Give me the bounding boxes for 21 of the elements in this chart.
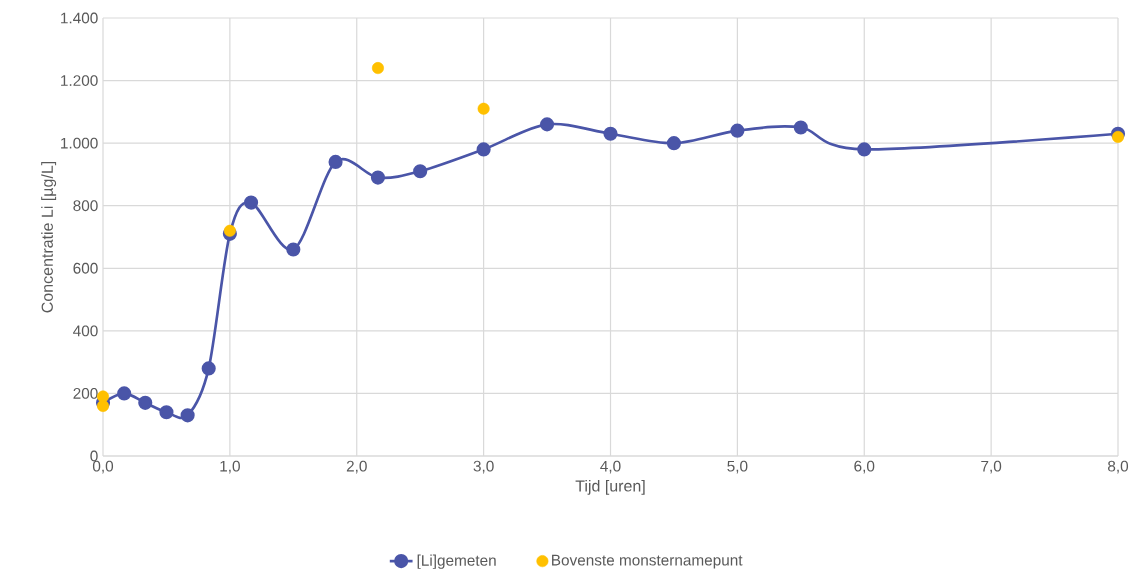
x-tick-label: 2,0 (346, 460, 367, 474)
x-tick-label: 8,0 (1108, 460, 1129, 474)
legend-label: [Li]gemeten (417, 554, 496, 569)
y-tick-label: 1.200 (61, 75, 98, 86)
x-tick-label: 5,0 (727, 460, 748, 474)
x-tick-label: 6,0 (854, 460, 875, 474)
x-tick-label: 4,0 (600, 460, 621, 474)
y-tick-label: 1.000 (61, 137, 98, 149)
x-tick-label: 3,0 (473, 460, 494, 474)
y-tick-label: 200 (73, 388, 98, 399)
y-tick-label: 800 (73, 200, 98, 212)
y-axis-title: Concentratie Li [µg/L] (41, 161, 57, 313)
legend-label: Bovenste monsternamepunt (552, 554, 743, 569)
x-tick-label: 7,0 (981, 460, 1002, 474)
x-tick-label: 0,0 (92, 460, 114, 474)
y-tick-label: 1.400 (61, 12, 98, 24)
y-tick-label: 0 (90, 450, 98, 462)
y-tick-label: 600 (73, 262, 98, 274)
y-tick-label: 400 (73, 325, 98, 337)
x-axis-title: Tijd [uren] (575, 479, 645, 495)
x-tick-label: 1,0 (220, 460, 240, 474)
